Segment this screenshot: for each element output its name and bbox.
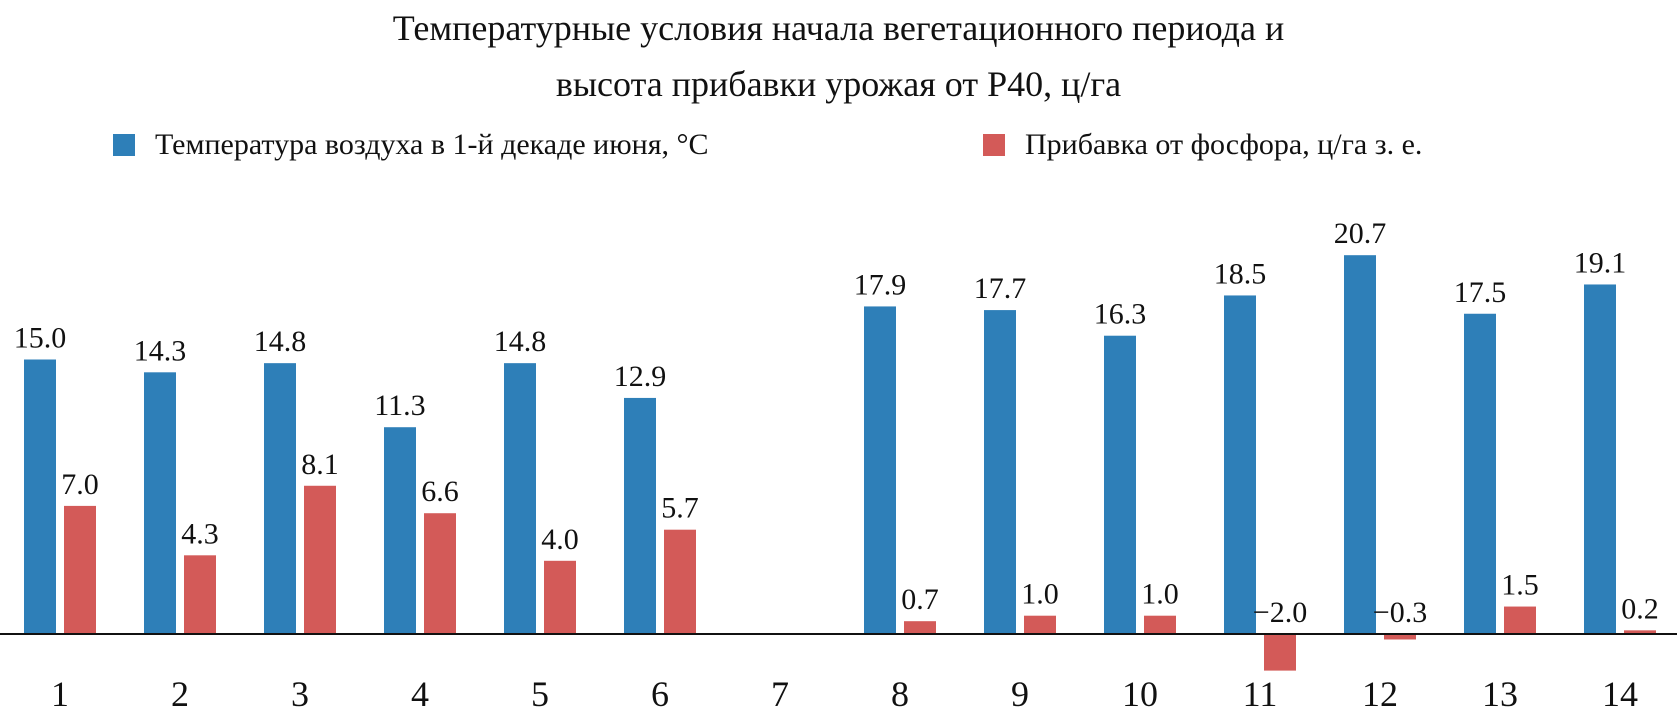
bar-s0-11: [1224, 295, 1256, 634]
bar-s0-13: [1464, 313, 1496, 634]
chart-title-line-1: Температурные условия начала вегетационн…: [392, 8, 1285, 48]
bar-s0-4: [384, 427, 416, 634]
legend-item-temperature: Температура воздуха в 1-й декаде июня, °…: [113, 128, 709, 162]
x-tick-label-5: 5: [531, 674, 549, 714]
bar-s1-10: [1144, 615, 1176, 634]
data-label-s1-11: −2.0: [1253, 596, 1307, 629]
chart-title: Температурные условия начала вегетационн…: [0, 0, 1677, 112]
data-label-s1-6: 5.7: [661, 492, 699, 525]
bar-s0-9: [984, 310, 1016, 634]
x-tick-label-12: 12: [1362, 674, 1398, 714]
data-label-s0-13: 17.5: [1454, 276, 1507, 309]
bar-s0-1: [24, 359, 56, 634]
data-label-s0-2: 14.3: [134, 334, 187, 367]
x-tick-label-13: 13: [1482, 674, 1518, 714]
legend-item-phosphorus: Прибавка от фосфора, ц/га з. е.: [983, 128, 1422, 162]
data-label-s1-3: 8.1: [301, 448, 339, 481]
bar-s1-1: [64, 505, 96, 634]
bar-s1-9: [1024, 615, 1056, 634]
data-label-s1-4: 6.6: [421, 475, 459, 508]
data-label-s1-5: 4.0: [541, 523, 579, 556]
chart-legend: Температура воздуха в 1-й декаде июня, °…: [0, 128, 1677, 168]
bar-s0-3: [264, 363, 296, 634]
bar-s1-6: [664, 529, 696, 634]
x-tick-label-4: 4: [411, 674, 429, 714]
x-tick-label-7: 7: [771, 674, 789, 714]
x-tick-label-1: 1: [51, 674, 69, 714]
legend-swatch-temperature: [113, 134, 135, 156]
data-label-s1-13: 1.5: [1501, 569, 1539, 602]
bar-s0-8: [864, 306, 896, 634]
bar-s1-5: [544, 560, 576, 634]
bar-s0-10: [1104, 335, 1136, 634]
data-label-s1-2: 4.3: [181, 517, 219, 550]
data-label-s0-12: 20.7: [1334, 217, 1387, 250]
chart-title-line-2: высота прибавки урожая от Р40, ц/га: [555, 64, 1122, 104]
x-tick-label-8: 8: [891, 674, 909, 714]
legend-label-phosphorus: Прибавка от фосфора, ц/га з. е.: [1025, 128, 1423, 161]
bar-s1-3: [304, 485, 336, 634]
data-label-s1-8: 0.7: [901, 583, 939, 616]
data-label-s1-10: 1.0: [1141, 578, 1179, 611]
x-tick-label-10: 10: [1122, 674, 1158, 714]
data-label-s0-14: 19.1: [1574, 246, 1627, 279]
data-label-s0-3: 14.8: [254, 325, 307, 358]
bar-s0-2: [144, 372, 176, 634]
x-tick-label-9: 9: [1011, 674, 1029, 714]
bar-s0-6: [624, 397, 656, 634]
bar-s1-2: [184, 555, 216, 634]
legend-swatch-phosphorus: [983, 134, 1005, 156]
bar-s1-14: [1624, 630, 1656, 634]
bar-s0-12: [1344, 255, 1376, 634]
data-label-s0-8: 17.9: [854, 268, 907, 301]
x-tick-label-2: 2: [171, 674, 189, 714]
data-label-s0-5: 14.8: [494, 325, 547, 358]
legend-label-temperature: Температура воздуха в 1-й декаде июня, °…: [155, 128, 709, 161]
bar-s1-12: [1384, 634, 1416, 640]
bar-s1-4: [424, 513, 456, 634]
data-label-s0-9: 17.7: [974, 272, 1027, 305]
x-tick-label-11: 11: [1243, 674, 1278, 714]
bar-s0-5: [504, 363, 536, 634]
data-label-s0-10: 16.3: [1094, 298, 1147, 331]
data-label-s0-1: 15.0: [14, 322, 67, 355]
bar-s0-14: [1584, 284, 1616, 634]
bar-s1-13: [1504, 606, 1536, 634]
data-label-s0-11: 18.5: [1214, 257, 1267, 290]
data-label-s0-4: 11.3: [374, 389, 425, 422]
x-tick-label-3: 3: [291, 674, 309, 714]
data-label-s1-14: 0.2: [1621, 592, 1659, 625]
data-label-s0-6: 12.9: [614, 360, 667, 393]
data-label-s1-9: 1.0: [1021, 578, 1059, 611]
data-label-s1-1: 7.0: [61, 468, 99, 501]
bar-s1-11: [1264, 634, 1296, 671]
x-tick-label-14: 14: [1602, 674, 1638, 714]
data-label-s1-12: −0.3: [1373, 596, 1427, 629]
x-tick-label-6: 6: [651, 674, 669, 714]
bar-s1-8: [904, 621, 936, 634]
